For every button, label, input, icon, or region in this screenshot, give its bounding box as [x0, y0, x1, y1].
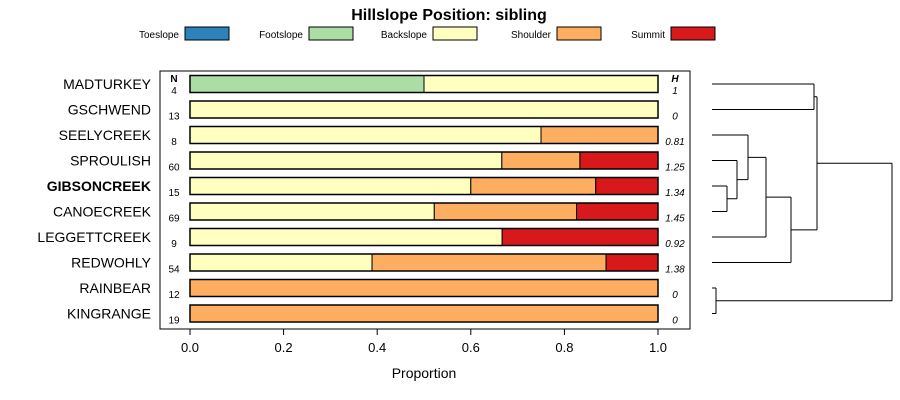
h-value: 0 [672, 290, 678, 301]
bar-segment-shoulder [433, 202, 578, 221]
h-value: 1.25 [665, 163, 685, 174]
bar-segment-summit [576, 202, 659, 221]
bar-segment-summit [501, 228, 659, 246]
bar-segment-summit [579, 151, 659, 170]
bar-segment-backslope [423, 75, 659, 93]
row-leggettcreek: LEGGETTCREEK 9 0.92 [37, 227, 685, 250]
row-kingrange: KINGRANGE 19 0 [67, 304, 678, 327]
bar-outline [189, 202, 659, 221]
h-value: 0 [672, 112, 678, 123]
n-value: 9 [171, 239, 177, 250]
bar-outline [189, 125, 659, 145]
x-tick-label: 0.2 [275, 340, 293, 355]
row-rainbear: RAINBEAR 12 0 [79, 278, 678, 301]
legend-label-shoulder: Shoulder [511, 30, 552, 41]
chart-title: Hillslope Position: sibling [351, 7, 547, 24]
bar-segment-summit [605, 253, 659, 272]
category-label: REDWOHLY [71, 255, 152, 271]
category-label: RAINBEAR [79, 280, 151, 296]
n-value: 54 [168, 265, 180, 276]
bar-segment-shoulder [371, 253, 607, 272]
row-gschwend: GSCHWEND 13 0 [68, 100, 678, 123]
legend-swatch-footslope [308, 26, 354, 41]
category-label: GIBSONCREEK [47, 178, 151, 194]
bar-outline [189, 100, 659, 119]
bar-segment-shoulder [501, 151, 581, 170]
bar-outline [189, 151, 659, 170]
legend-swatch-backslope [432, 26, 478, 41]
n-value: 15 [168, 188, 180, 199]
h-value: 1.34 [665, 188, 685, 199]
row-canoecreek: CANOECREEK 69 1.45 [53, 202, 685, 225]
legend-swatch-shoulder [556, 26, 602, 41]
h-value: 0.81 [665, 137, 684, 148]
legend-label-footslope: Footslope [259, 30, 303, 41]
category-label: MADTURKEY [63, 76, 152, 92]
h-value: 0 [672, 316, 678, 327]
bar-segment-footslope [189, 75, 425, 93]
bar-segment-shoulder [189, 279, 659, 297]
bar-segment-backslope [189, 202, 435, 221]
row-redwohly: REDWOHLY 54 1.38 [71, 253, 685, 276]
h-value: 1.45 [665, 214, 685, 225]
row-sproulish: SPROULISH 60 1.25 [70, 151, 685, 174]
h-column-header: H [671, 74, 679, 85]
bar-outline [189, 304, 659, 323]
h-value: 1 [672, 86, 678, 97]
bar-segment-shoulder [470, 177, 597, 195]
legend-label-backslope: Backslope [381, 30, 428, 41]
n-value: 60 [168, 163, 180, 174]
category-label: CANOECREEK [53, 204, 152, 220]
bar-rows: MADTURKEY 4 1 GSCHWEND 13 0 SEELYCREEK 8 0.81 SPR… [37, 74, 685, 327]
n-value: 4 [171, 86, 177, 97]
category-label: LEGGETTCREEK [37, 229, 151, 245]
legend-label-summit: Summit [631, 30, 665, 41]
n-value: 19 [168, 316, 180, 327]
x-tick-label: 0.4 [368, 340, 386, 355]
plot-frame [159, 70, 691, 330]
h-value: 1.38 [665, 265, 685, 276]
x-tick-label: 0.0 [181, 340, 199, 355]
n-value: 13 [168, 112, 180, 123]
row-seelycreek: SEELYCREEK 8 0.81 [59, 125, 685, 148]
bar-segment-backslope [189, 151, 503, 170]
bar-segment-backslope [189, 177, 472, 195]
bar-segment-shoulder [540, 126, 659, 144]
legend: Toeslope Footslope Backslope Shoulder Summit [139, 26, 716, 41]
row-madturkey: MADTURKEY 4 1 [63, 74, 678, 97]
legend-swatch-summit [670, 26, 716, 41]
n-value: 8 [171, 137, 177, 148]
n-value: 69 [168, 214, 180, 225]
dendrogram [712, 83, 893, 314]
bar-segment-shoulder [189, 304, 659, 323]
legend-swatch-toeslope [184, 26, 230, 41]
bar-segment-backslope [189, 126, 542, 144]
x-axis: 0.0 0.2 0.4 0.6 0.8 1.0 [181, 329, 667, 355]
n-column-header: N [170, 74, 177, 85]
bar-segment-backslope [189, 100, 659, 119]
h-value: 0.92 [665, 239, 685, 250]
category-label: GSCHWEND [68, 102, 151, 118]
category-label: SPROULISH [70, 153, 151, 169]
x-axis-label: Proportion [392, 365, 457, 381]
bar-segment-backslope [189, 253, 373, 272]
category-label: SEELYCREEK [59, 127, 152, 143]
legend-label-toeslope: Toeslope [139, 30, 179, 41]
bar-outline [189, 253, 659, 272]
n-value: 12 [168, 290, 180, 301]
x-tick-label: 1.0 [649, 340, 667, 355]
x-tick-label: 0.8 [555, 340, 573, 355]
bar-outline [189, 278, 659, 298]
bar-outline [189, 176, 659, 196]
bar-outline [189, 74, 659, 94]
category-label: KINGRANGE [67, 306, 151, 322]
row-gibsoncreek: GIBSONCREEK 15 1.34 [47, 176, 685, 199]
x-tick-label: 0.6 [462, 340, 480, 355]
bar-segment-summit [595, 177, 659, 195]
bar-outline [189, 227, 659, 247]
bar-segment-backslope [189, 228, 503, 246]
